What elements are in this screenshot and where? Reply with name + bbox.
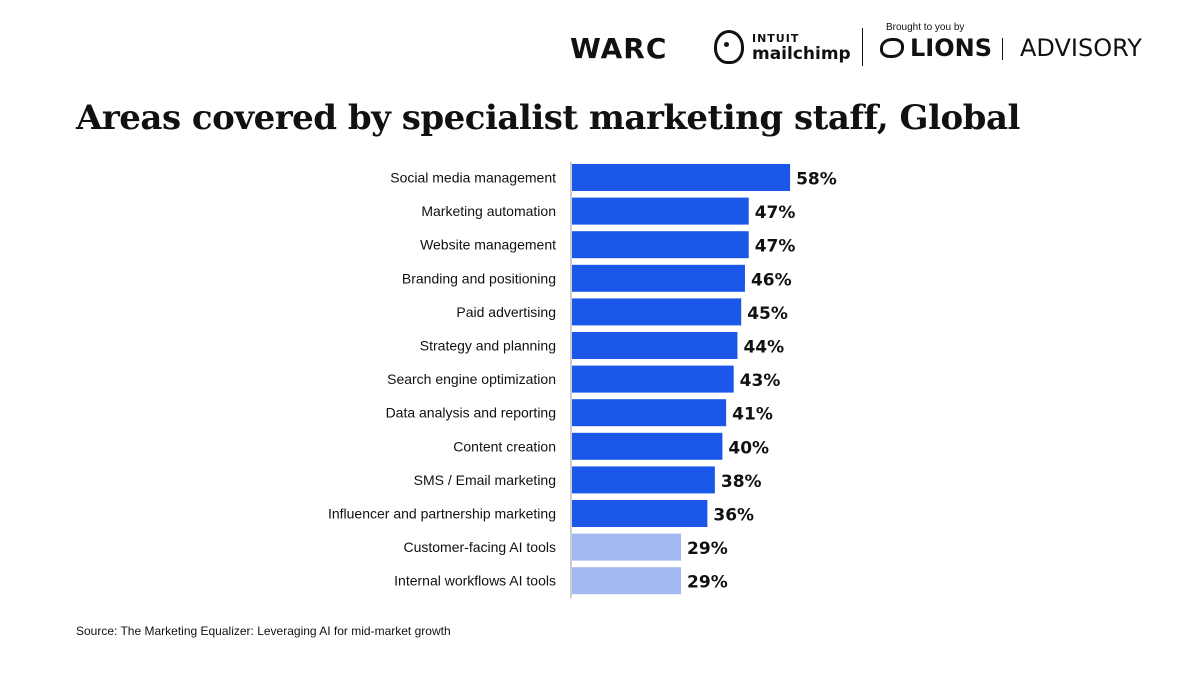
source-note: Source: The Marketing Equalizer: Leverag… — [76, 624, 451, 638]
mailchimp-logo-line2: mailchimp — [752, 44, 851, 64]
category-label: Strategy and planning — [420, 338, 556, 354]
advisory-logo-text: ADVISORY — [1020, 34, 1142, 62]
data-label: 29% — [687, 573, 728, 593]
mailchimp-logo: INTUIT mailchimp — [714, 30, 864, 66]
category-label: Influencer and partnership marketing — [328, 506, 556, 522]
bar — [572, 264, 745, 292]
lions-logo-text: LIONS — [910, 34, 992, 62]
category-label: Branding and positioning — [402, 270, 556, 286]
category-label: Content creation — [453, 438, 556, 454]
warc-logo: WARC — [570, 32, 668, 65]
bar — [572, 432, 723, 460]
data-label: 38% — [721, 472, 762, 492]
data-label: 58% — [796, 170, 837, 190]
header-logos: WARC INTUIT mailchimp Brought to you by … — [560, 22, 1170, 72]
bar — [572, 466, 715, 494]
bar — [572, 399, 727, 427]
category-label: Website management — [420, 237, 556, 253]
category-label: Paid advertising — [456, 304, 556, 320]
category-label: Marketing automation — [421, 203, 556, 219]
bar — [572, 164, 791, 191]
data-label: 46% — [751, 270, 792, 290]
bar — [572, 298, 742, 326]
brought-to-you-by: Brought to you by — [886, 22, 965, 33]
bar — [572, 533, 682, 561]
data-label: 45% — [747, 304, 788, 324]
category-label: Internal workflows AI tools — [394, 573, 556, 589]
category-label: SMS / Email marketing — [414, 472, 556, 488]
bar — [572, 567, 682, 595]
data-label: 41% — [732, 405, 773, 425]
data-label: 47% — [755, 203, 796, 223]
bar — [572, 332, 738, 359]
bar — [572, 231, 749, 259]
bar-chart: Social media management 58% Marketing auto… — [328, 162, 837, 599]
data-label: 36% — [713, 506, 754, 526]
data-label: 44% — [743, 338, 784, 358]
data-label: 43% — [740, 371, 781, 391]
bar — [572, 500, 708, 527]
lion-icon — [880, 38, 904, 58]
category-label: Search engine optimization — [387, 371, 556, 387]
logo-divider — [1002, 38, 1003, 60]
data-label: 47% — [755, 237, 796, 257]
category-label: Data analysis and reporting — [386, 405, 556, 421]
bar — [572, 197, 749, 225]
logo-divider — [862, 28, 863, 66]
data-label: 29% — [687, 539, 728, 559]
category-label: Social media management — [390, 170, 556, 186]
chart-title: Areas covered by specialist marketing st… — [76, 98, 1020, 138]
mailchimp-icon — [714, 30, 744, 64]
bar — [572, 365, 734, 393]
category-label: Customer-facing AI tools — [403, 539, 556, 555]
data-label: 40% — [728, 438, 769, 458]
mailchimp-logo-line1: INTUIT — [752, 32, 800, 45]
